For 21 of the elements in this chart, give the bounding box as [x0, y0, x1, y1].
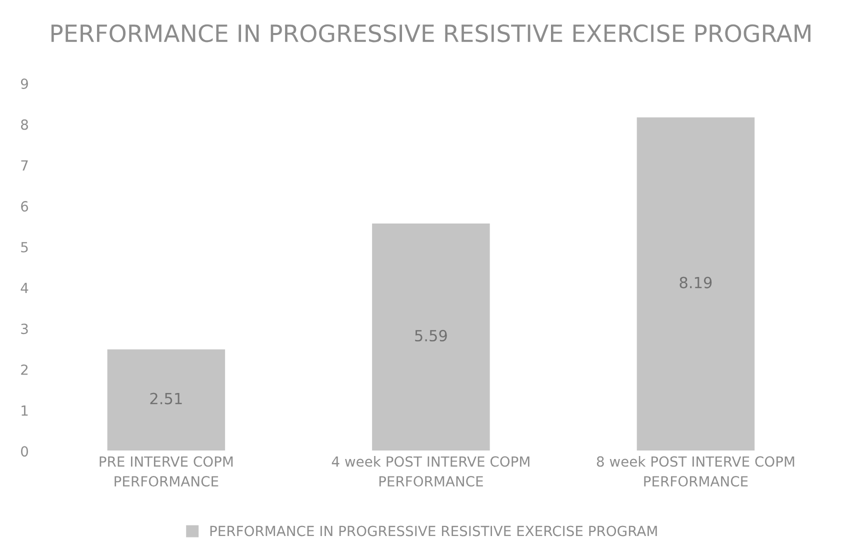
data-label: 8.19	[680, 276, 712, 288]
y-tick-label: 7	[21, 160, 28, 171]
y-tick-label: 9	[20, 78, 28, 90]
chart-title: PERFORMANCE IN PROGRESSIVE RESISTIVE EXERCISE PROGRAM	[51, 24, 810, 42]
y-tick-label: 8	[21, 119, 28, 130]
x-tick-label: 4 week POST INTERVE COPM PERFORMANCE	[332, 456, 530, 487]
x-tick-label: 8 week POST INTERVE COPM PERFORMANCE	[596, 456, 794, 487]
legend-label: PERFORMANCE IN PROGRESSIVE RESISTIVE EXERCISE PROGRAM	[210, 526, 657, 536]
data-label: 2.51	[150, 392, 182, 404]
x-tick-label: PRE INTERVE COPM PERFORMANCE	[100, 456, 233, 487]
y-tick-label: 0	[21, 446, 28, 457]
y-tick-label: 4	[20, 282, 28, 294]
data-label: 5.59	[415, 330, 447, 342]
y-tick-label: 2	[21, 364, 28, 375]
bar	[635, 116, 756, 452]
bar	[370, 222, 492, 452]
y-tick-label: 1	[22, 405, 28, 416]
y-tick-label: 6	[21, 201, 28, 212]
bar	[106, 348, 226, 452]
y-tick-label: 3	[21, 324, 28, 334]
y-tick-label: 5	[21, 242, 28, 252]
